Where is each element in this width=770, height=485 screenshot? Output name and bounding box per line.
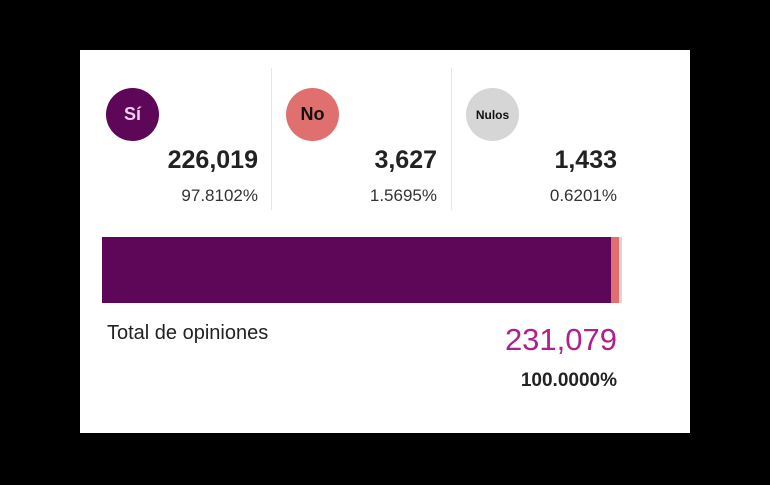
- si-votes: 226,019: [167, 146, 258, 174]
- bar-segment-nulos: [618, 237, 622, 303]
- total-label: Total de opiniones: [107, 322, 269, 344]
- total-percent: 100.0000%: [520, 370, 617, 391]
- no-percent: 1.5695%: [369, 186, 437, 205]
- nulos-badge: Nulos: [466, 88, 519, 141]
- option-no: No 3,627 1.5695%: [280, 68, 437, 210]
- option-si: Sí 226,019 97.8102%: [100, 68, 258, 210]
- si-badge: Sí: [106, 88, 159, 141]
- results-card: Sí 226,019 97.8102% No 3,627 1.5695% Nul…: [80, 50, 690, 433]
- option-nulos: Nulos 1,433 0.6201%: [460, 68, 617, 210]
- divider: [271, 68, 272, 210]
- no-votes: 3,627: [374, 146, 437, 174]
- results-bar: [102, 237, 622, 303]
- si-percent: 97.8102%: [181, 186, 258, 205]
- bar-segment-no: [610, 237, 619, 303]
- total-votes: 231,079: [504, 322, 617, 357]
- no-badge: No: [286, 88, 339, 141]
- bar-segment-sí: [102, 237, 611, 303]
- nulos-votes: 1,433: [554, 146, 617, 174]
- nulos-percent: 0.6201%: [549, 186, 617, 205]
- divider: [451, 68, 452, 210]
